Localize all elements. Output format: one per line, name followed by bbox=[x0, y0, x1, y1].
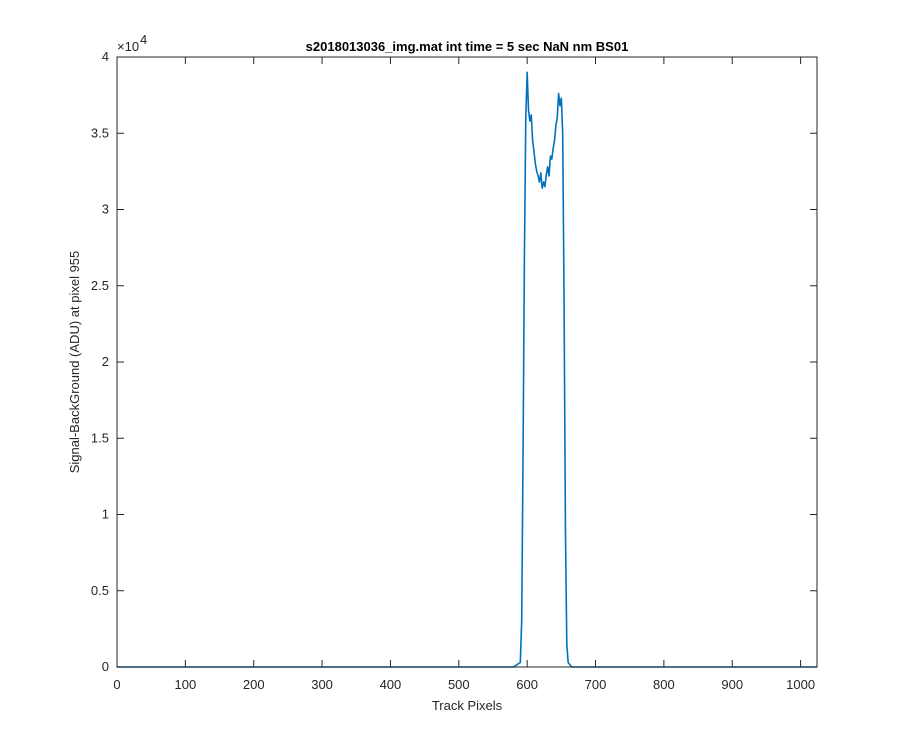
y-axis-label: Signal-BackGround (ADU) at pixel 955 bbox=[67, 251, 82, 474]
y-tick-label: 1.5 bbox=[91, 430, 109, 445]
plot-area-background bbox=[117, 57, 817, 667]
y-axis-exponent-power: 4 bbox=[140, 32, 147, 47]
x-axis-label: Track Pixels bbox=[432, 698, 503, 713]
x-tick-label: 300 bbox=[311, 677, 333, 692]
y-tick-label: 2.5 bbox=[91, 278, 109, 293]
x-tick-label: 400 bbox=[380, 677, 402, 692]
x-tick-label: 900 bbox=[721, 677, 743, 692]
y-axis-exponent-base: ×10 bbox=[117, 39, 139, 54]
x-tick-label: 200 bbox=[243, 677, 265, 692]
y-axis: 0 0.5 1 1.5 2 2.5 3 3.5 4 bbox=[91, 49, 817, 674]
plot-area-box bbox=[116, 56, 818, 668]
x-tick-label: 1000 bbox=[786, 677, 815, 692]
y-tick-label: 1 bbox=[102, 507, 109, 522]
y-tick-label: 0 bbox=[102, 659, 109, 674]
y-tick-label: 0.5 bbox=[91, 583, 109, 598]
chart-title: s2018013036_img.mat int time = 5 sec NaN… bbox=[306, 39, 629, 54]
x-tick-label: 600 bbox=[516, 677, 538, 692]
y-tick-label: 3 bbox=[102, 202, 109, 217]
y-tick-label: 2 bbox=[102, 354, 109, 369]
series-group bbox=[117, 71, 817, 668]
x-tick-label: 700 bbox=[585, 677, 607, 692]
y-tick-label: 4 bbox=[102, 49, 109, 64]
x-tick-label: 800 bbox=[653, 677, 675, 692]
x-axis: 0 100 200 300 400 500 600 700 800 900 1000 bbox=[113, 57, 815, 692]
y-tick-label: 3.5 bbox=[91, 125, 109, 140]
series-line-0 bbox=[117, 71, 817, 668]
x-tick-label: 500 bbox=[448, 677, 470, 692]
x-tick-label: 0 bbox=[113, 677, 120, 692]
x-tick-label: 100 bbox=[175, 677, 197, 692]
